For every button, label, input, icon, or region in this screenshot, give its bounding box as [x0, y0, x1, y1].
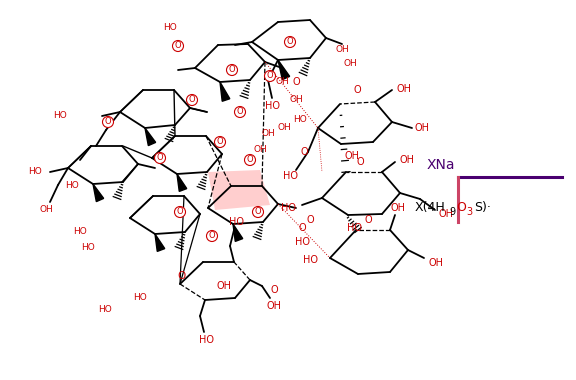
Text: HO: HO: [65, 182, 79, 190]
Text: O: O: [177, 207, 183, 217]
Text: HO: HO: [229, 217, 244, 227]
Text: OH: OH: [217, 281, 232, 291]
Text: O: O: [175, 41, 181, 51]
Text: OH: OH: [289, 95, 303, 104]
Text: O: O: [353, 85, 361, 95]
Text: OH: OH: [39, 206, 53, 214]
Text: O: O: [292, 77, 300, 87]
Text: O: O: [306, 215, 314, 225]
Text: O: O: [267, 71, 274, 81]
Polygon shape: [155, 234, 165, 252]
Text: OH: OH: [396, 84, 411, 94]
Text: O: O: [287, 38, 293, 46]
Text: HO: HO: [98, 306, 112, 315]
Text: S)·: S)·: [473, 201, 491, 214]
Text: X(4H: X(4H: [415, 201, 445, 214]
Text: HO: HO: [294, 237, 309, 247]
Polygon shape: [208, 170, 270, 210]
Text: OH: OH: [335, 46, 349, 54]
Text: O: O: [157, 154, 164, 163]
Text: O: O: [105, 117, 111, 127]
Text: HO: HO: [133, 293, 147, 302]
Text: HO: HO: [53, 111, 67, 120]
Text: O: O: [457, 201, 467, 214]
Text: HO: HO: [283, 171, 298, 181]
Text: O: O: [255, 207, 262, 217]
Text: HO: HO: [264, 101, 279, 111]
Text: HO: HO: [282, 203, 297, 213]
Polygon shape: [220, 82, 230, 101]
Text: HO: HO: [28, 168, 42, 176]
Text: OH: OH: [429, 258, 444, 268]
Text: O: O: [300, 147, 308, 157]
Text: OH: OH: [343, 60, 357, 68]
Text: OH: OH: [391, 203, 406, 213]
Polygon shape: [145, 128, 156, 146]
Text: O: O: [270, 285, 278, 295]
Polygon shape: [177, 174, 187, 192]
Text: 3: 3: [467, 207, 473, 217]
Text: O: O: [298, 223, 306, 233]
Text: OH: OH: [344, 151, 359, 161]
Text: O: O: [229, 65, 236, 74]
Text: OH: OH: [438, 209, 453, 219]
Text: O: O: [247, 155, 253, 165]
Text: O: O: [217, 138, 223, 147]
Text: O: O: [356, 157, 364, 167]
Text: HO: HO: [81, 244, 95, 252]
Text: HO: HO: [73, 228, 87, 236]
Polygon shape: [93, 184, 104, 202]
Text: HO: HO: [163, 24, 177, 33]
Text: O: O: [364, 215, 372, 225]
Text: OH: OH: [277, 124, 291, 133]
Text: O: O: [189, 95, 195, 104]
Text: XNa: XNa: [426, 158, 454, 172]
Text: OH: OH: [400, 155, 415, 165]
Text: O: O: [209, 231, 215, 241]
Text: O: O: [178, 271, 186, 281]
Text: OH: OH: [275, 78, 289, 87]
Text: HO: HO: [199, 335, 214, 345]
Text: OH: OH: [415, 123, 430, 133]
Polygon shape: [278, 60, 290, 80]
Text: O: O: [237, 108, 243, 117]
Text: HO: HO: [302, 255, 317, 265]
Text: HO: HO: [293, 116, 307, 125]
Text: OH: OH: [267, 301, 282, 311]
Text: HO: HO: [347, 223, 362, 233]
Polygon shape: [233, 224, 242, 241]
Text: OH: OH: [261, 130, 275, 138]
Text: OH: OH: [253, 146, 267, 155]
Text: 9: 9: [450, 207, 456, 217]
